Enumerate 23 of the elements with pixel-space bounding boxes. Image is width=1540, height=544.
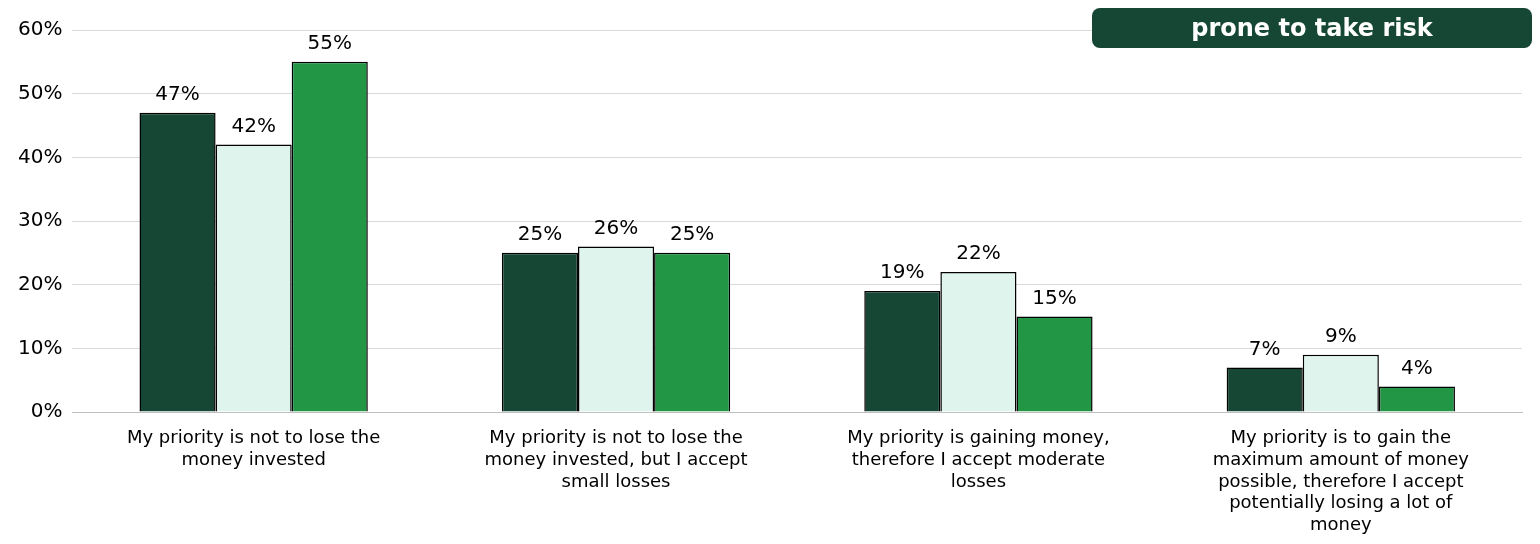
x-tick-label: My priority is not to lose the money invested <box>126 426 381 470</box>
data-label: 22% <box>956 240 1001 265</box>
y-tick-label: 30% <box>18 207 63 232</box>
y-tick-label: 50% <box>18 79 63 104</box>
y-tick-label: 20% <box>18 270 63 295</box>
data-label: 55% <box>307 30 352 55</box>
data-label: 4% <box>1401 354 1433 379</box>
data-label: 7% <box>1248 335 1281 360</box>
x-tick-label: My priority is not to lose the money invested, but I accept small losses <box>484 426 748 491</box>
y-tick-label: 40% <box>18 143 63 168</box>
y-tick-label: 60% <box>18 16 63 41</box>
data-label: 25% <box>669 221 715 246</box>
data-label: 26% <box>593 214 639 239</box>
data-label: 15% <box>1032 284 1077 309</box>
data-label: 25% <box>517 221 563 246</box>
x-tick-label: My priority is gaining money, therefore I accept moderate losses <box>847 426 1110 491</box>
data-label: 19% <box>880 259 925 284</box>
data-label: 9% <box>1324 322 1357 347</box>
x-tick-label: My priority is to gain the maximum amount of money possible, therefore I accept potentially losing a lot of money <box>1212 426 1470 534</box>
data-label: 42% <box>231 112 276 137</box>
y-tick-label: 0% <box>30 398 63 423</box>
data-label: 47% <box>155 80 200 105</box>
y-tick-label: 10% <box>18 334 63 359</box>
